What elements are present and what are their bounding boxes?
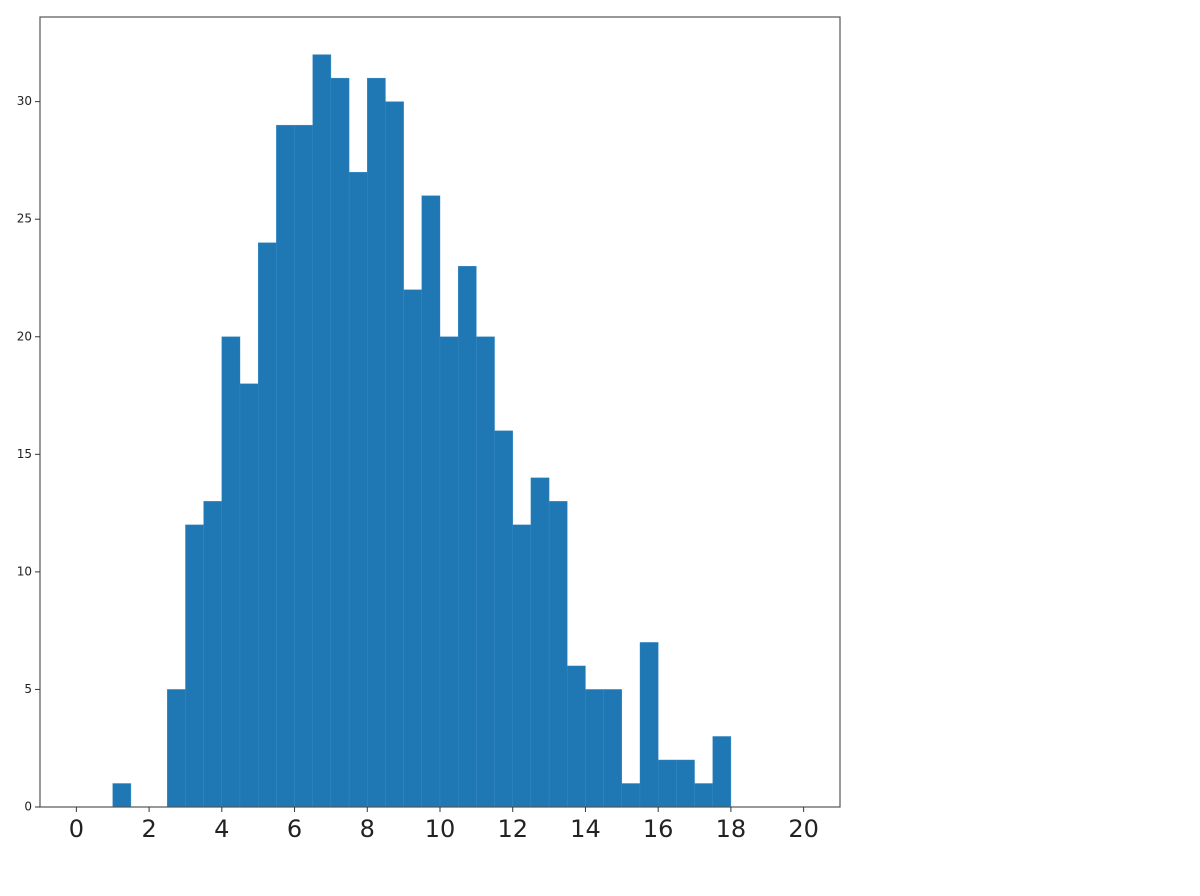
bar [367,77,386,808]
bar [530,477,550,808]
x-tick-label: 16 [643,815,674,843]
bar [512,524,532,808]
bar [676,759,695,808]
x-tick-label: 10 [425,815,456,843]
x-tick-label: 2 [141,815,156,843]
x-tick-label: 0 [69,815,84,843]
bar [603,689,623,808]
bar [185,524,204,808]
x-tick-label: 6 [287,815,302,843]
bar [403,289,423,808]
bar [221,336,241,808]
y-tick-label: 20 [17,329,32,343]
bar [639,642,659,808]
bar [203,501,223,808]
y-tick-label: 5 [24,682,32,696]
bar [712,736,732,808]
bar [348,171,368,808]
y-tick-label: 15 [17,447,32,461]
bar [421,195,441,808]
bar [567,665,586,808]
y-tick-label: 10 [17,564,32,578]
y-tick-label: 25 [17,212,32,226]
y-tick-label: 0 [24,800,32,814]
bar [112,783,132,808]
bar [239,383,259,808]
x-tick-label: 18 [716,815,747,843]
x-tick-label: 14 [570,815,601,843]
bar [476,336,495,808]
bar [312,54,332,808]
bar [657,759,677,808]
bar [585,689,604,808]
bar [439,336,459,808]
bar [294,124,313,808]
bar [167,689,186,808]
x-tick-label: 4 [214,815,229,843]
bar [257,242,277,808]
bar [330,77,350,808]
bar [494,430,513,808]
bar [621,783,641,808]
x-tick-label: 20 [788,815,819,843]
y-tick-label: 30 [17,94,32,108]
bar [694,783,713,808]
bar [276,124,295,808]
bar [457,266,477,808]
x-tick-label: 8 [360,815,375,843]
bar [548,501,568,808]
bar [385,101,404,808]
x-tick-label: 12 [497,815,528,843]
